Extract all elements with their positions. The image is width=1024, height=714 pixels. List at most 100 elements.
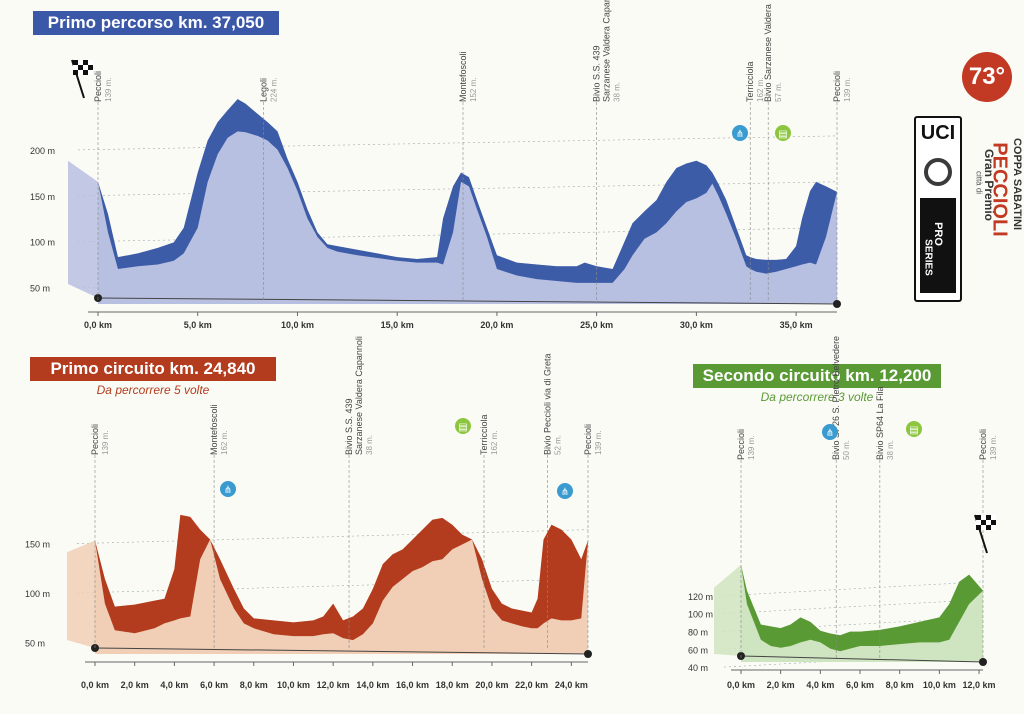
x-tick-label: 6,0 km — [200, 680, 228, 690]
x-tick-label: 8,0 km — [886, 680, 914, 690]
restaurant-icon-glyph: ⋔ — [224, 485, 232, 496]
edition-badge: 73° — [962, 52, 1012, 102]
location-name: Peccioli — [90, 424, 100, 455]
x-tick-label: 4,0 km — [806, 680, 834, 690]
flag-square — [991, 515, 996, 520]
profile-side — [714, 564, 741, 656]
x-tick-label: 2,0 km — [767, 680, 795, 690]
x-tick-label: 10,0 km — [281, 320, 314, 330]
x-tick-label: 10,0 km — [277, 680, 310, 690]
location-name: Peccioli — [832, 71, 842, 102]
location-label: Bivio Sarzanese Valdera 57 m. — [763, 4, 783, 102]
x-tick-label: 35,0 km — [780, 320, 813, 330]
location-label: Peccioli 139 m. — [93, 71, 113, 102]
location-label: Peccioli 139 m. — [978, 429, 998, 460]
finish-dot — [584, 650, 592, 658]
location-name: Peccioli — [978, 429, 988, 460]
location-altitude: 162 m. — [756, 78, 765, 102]
profile-ribbon — [741, 564, 983, 652]
y-tick-label: 200 m — [30, 146, 55, 156]
location-altitude: 38 m. — [886, 440, 895, 460]
location-name-2: Sarzanese Valdera Capannoli — [354, 336, 364, 455]
y-tick-label: 100 m — [25, 589, 50, 599]
x-tick-label: 4,0 km — [160, 680, 188, 690]
restaurant-icon-glyph: ⋔ — [561, 487, 569, 498]
location-altitude: 139 m. — [747, 436, 756, 460]
location-label: Peccioli 139 m. — [90, 424, 110, 455]
location-altitude: 139 m. — [989, 436, 998, 460]
flag-square — [78, 60, 83, 65]
chart1-title: Primo percorso km. 37,050 — [33, 11, 279, 35]
flag-square — [73, 65, 78, 70]
x-tick-label: 10,0 km — [923, 680, 956, 690]
y-tick-label: 50 m — [30, 284, 50, 294]
restaurant-icon — [220, 481, 236, 497]
x-tick-label: 18,0 km — [436, 680, 469, 690]
y-tick-label: 100 m — [688, 610, 713, 620]
flag-square — [78, 70, 83, 75]
y-tick-label: 120 m — [688, 592, 713, 602]
x-tick-label: 25,0 km — [580, 320, 613, 330]
y-tick-label: 50 m — [25, 638, 45, 648]
location-label: Bivio S.S. 439 Sarzanese Valdera Capannol… — [592, 0, 622, 102]
location-name: Bivio Sarzanese Valdera — [763, 4, 773, 102]
location-name: Montefoscoli — [458, 51, 468, 102]
location-label: Peccioli 139 m. — [832, 71, 852, 102]
baseline — [740, 655, 984, 663]
chart3-subtitle: Da percorrere 3 volte — [760, 390, 874, 404]
profile-ribbon — [98, 99, 837, 283]
building-icon-glyph: ▤ — [458, 422, 467, 433]
building-icon — [906, 421, 922, 437]
location-altitude: 139 m. — [594, 431, 603, 455]
location-label: Bivio Peccioli via di Greta 52 m. — [543, 353, 563, 455]
location-altitude: 50 m. — [842, 440, 851, 460]
x-tick-label: 2,0 km — [121, 680, 149, 690]
flag-square — [976, 515, 981, 520]
flag-square — [981, 520, 986, 525]
restaurant-icon — [822, 424, 838, 440]
x-tick-label: 0,0 km — [727, 680, 755, 690]
baseline — [97, 297, 838, 305]
x-tick-label: 16,0 km — [396, 680, 429, 690]
location-label: Montefoscoli 162 m. — [209, 404, 229, 455]
building-icon-glyph: ▤ — [909, 425, 918, 436]
building-icon — [775, 125, 791, 141]
flag-square — [78, 65, 83, 70]
location-altitude: 139 m. — [843, 78, 852, 102]
location-label: Bivio SP26 S. Pietro Belvedere 50 m. — [831, 336, 851, 460]
location-altitude: 38 m. — [613, 82, 622, 102]
gridline — [76, 529, 589, 544]
flag-square — [88, 65, 93, 70]
flag-square — [73, 70, 78, 75]
location-name: Montefoscoli — [209, 404, 219, 455]
x-tick-label: 12,0 km — [317, 680, 350, 690]
flag-square — [88, 70, 93, 75]
location-label: Peccioli 139 m. — [583, 424, 603, 455]
x-tick-label: 24,0 km — [555, 680, 588, 690]
gridline — [723, 599, 984, 614]
location-altitude: 52 m. — [554, 435, 563, 455]
location-name: Peccioli — [583, 424, 593, 455]
uci-ring-icon — [924, 158, 952, 186]
location-name: Bivio SP64 La Fila — [875, 386, 885, 460]
location-altitude: 224 m. — [270, 78, 279, 102]
location-name: Bivio S.S. 439 — [344, 398, 354, 455]
flag-square — [83, 65, 88, 70]
chart2-subtitle: Da percorrere 5 volte — [96, 383, 210, 397]
location-name: Bivio S.S. 439 — [592, 45, 602, 102]
location-name: Peccioli — [93, 71, 103, 102]
pro-series-block: PRO SERIES — [920, 198, 956, 293]
location-name: Terricciola — [745, 61, 755, 102]
y-tick-label: 60 m — [688, 645, 708, 655]
location-altitude: 162 m. — [490, 431, 499, 455]
x-tick-label: 22,0 km — [515, 680, 548, 690]
flag-square — [986, 515, 991, 520]
location-name: Bivio Peccioli via di Greta — [543, 353, 553, 455]
x-tick-label: 5,0 km — [184, 320, 212, 330]
building-icon — [455, 418, 471, 434]
x-tick-label: 30,0 km — [680, 320, 713, 330]
y-tick-label: 80 m — [688, 627, 708, 637]
finish-dot — [833, 300, 841, 308]
